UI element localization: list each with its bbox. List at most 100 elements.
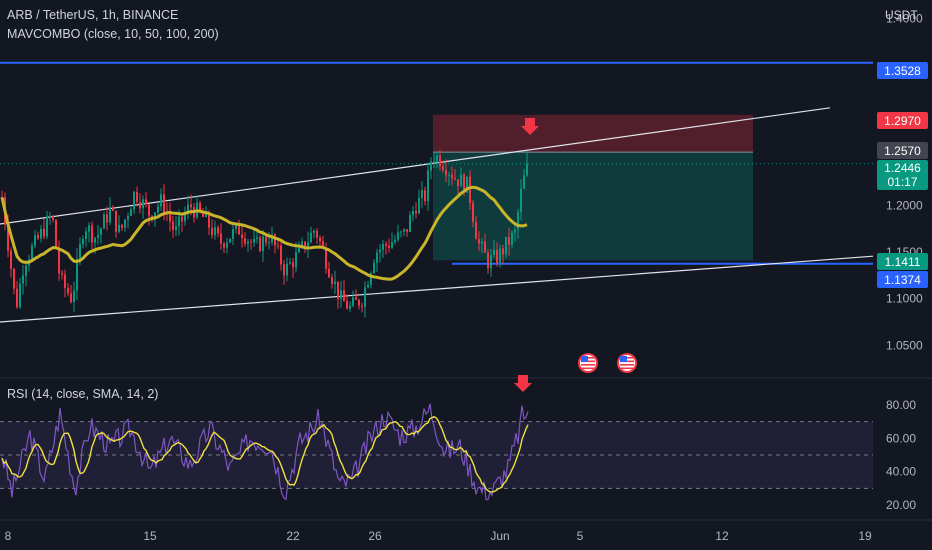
time-tick-label: 12 <box>715 529 729 543</box>
candle-body <box>358 299 360 306</box>
candle-body <box>472 202 474 222</box>
candle-body <box>346 301 348 309</box>
candle <box>139 193 141 214</box>
candle-body <box>103 214 105 229</box>
us-flag-event-icon <box>578 353 598 373</box>
rsi-sma-line <box>1 415 529 493</box>
candle <box>385 240 387 255</box>
candle-body <box>412 210 414 216</box>
candle <box>430 157 432 180</box>
price-tick-label: 1.1000 <box>886 292 923 306</box>
candle-body <box>106 214 108 223</box>
candle-body <box>427 170 429 202</box>
candle-body <box>127 215 129 220</box>
candle <box>103 211 105 229</box>
price-tag-resistance: 1.3528 <box>877 62 928 79</box>
candle <box>352 290 354 308</box>
candle <box>388 238 390 253</box>
candle <box>487 248 489 274</box>
candle <box>31 242 33 262</box>
candle-body <box>457 179 459 187</box>
candle-body <box>52 216 54 220</box>
candle <box>229 238 231 244</box>
candle <box>106 206 108 231</box>
candle <box>274 233 276 254</box>
candle-body <box>22 275 24 284</box>
candle-body <box>400 231 402 233</box>
candle-body <box>475 221 477 240</box>
candle-body <box>244 238 246 244</box>
candle <box>73 281 75 312</box>
candle <box>502 244 504 265</box>
candle-body <box>271 234 273 243</box>
candle-body <box>55 219 57 249</box>
rsi-tick-label: 20.00 <box>886 498 916 512</box>
candle-body <box>31 245 33 260</box>
candle <box>397 224 399 242</box>
candle-body <box>85 231 87 240</box>
candle <box>241 226 243 248</box>
candle-body <box>316 230 318 238</box>
candle <box>334 270 336 294</box>
candle <box>526 151 528 177</box>
candle <box>373 259 375 275</box>
price-down-arrow-icon <box>521 118 539 135</box>
candle <box>124 218 126 232</box>
flag-canton <box>620 356 627 362</box>
candle-body <box>220 233 222 244</box>
indicator-legend[interactable]: MAVCOMBO (close, 10, 50, 100, 200) <box>7 27 219 41</box>
candle-body <box>382 243 384 250</box>
candle-body <box>394 239 396 243</box>
candle-body <box>436 155 438 162</box>
candle-body <box>184 213 186 222</box>
candle <box>115 210 117 238</box>
candle-body <box>499 248 501 264</box>
candle-body <box>91 225 93 243</box>
candle <box>91 221 93 250</box>
candle-body <box>295 252 297 268</box>
candle <box>307 231 309 259</box>
time-tick-label: 19 <box>858 529 872 543</box>
rsi-legend[interactable]: RSI (14, close, SMA, 14, 2) <box>7 387 159 401</box>
candle-body <box>43 228 45 237</box>
candle-body <box>484 241 486 253</box>
candle-body <box>142 199 144 209</box>
candle-body <box>391 242 393 248</box>
candle-body <box>286 263 288 276</box>
moving-average-line <box>0 185 528 281</box>
flag-stripe <box>620 367 634 370</box>
candle-body <box>463 174 465 193</box>
candle-body <box>208 212 210 228</box>
candle <box>478 231 480 252</box>
candle <box>61 269 63 280</box>
candle-body <box>331 277 333 284</box>
candle-body <box>487 252 489 269</box>
candle-body <box>160 194 162 207</box>
stop-loss-zone <box>433 114 753 153</box>
candle-body <box>172 221 174 230</box>
candle <box>328 261 330 279</box>
candle-body <box>343 290 345 302</box>
candle-body <box>61 273 63 275</box>
candle-body <box>451 174 453 179</box>
candle-body <box>445 170 447 176</box>
candle-body <box>526 163 528 176</box>
candle-body <box>313 230 315 233</box>
candle <box>424 186 426 206</box>
candle <box>19 278 21 310</box>
candle-body <box>364 287 366 307</box>
candle <box>361 302 363 313</box>
candle-body <box>235 223 237 230</box>
symbol-title[interactable]: ARB / TetherUS, 1h, BINANCE <box>7 8 179 22</box>
candle-body <box>124 219 126 228</box>
candle-body <box>259 237 261 252</box>
candle-body <box>289 262 291 264</box>
channel-lower-line <box>0 255 874 323</box>
price-tag-support: 1.1374 <box>877 271 928 288</box>
candle <box>448 171 450 187</box>
candle <box>127 212 129 229</box>
rsi-tick-label: 60.00 <box>886 431 916 445</box>
candle-body <box>280 245 282 265</box>
candle-body <box>496 249 498 264</box>
